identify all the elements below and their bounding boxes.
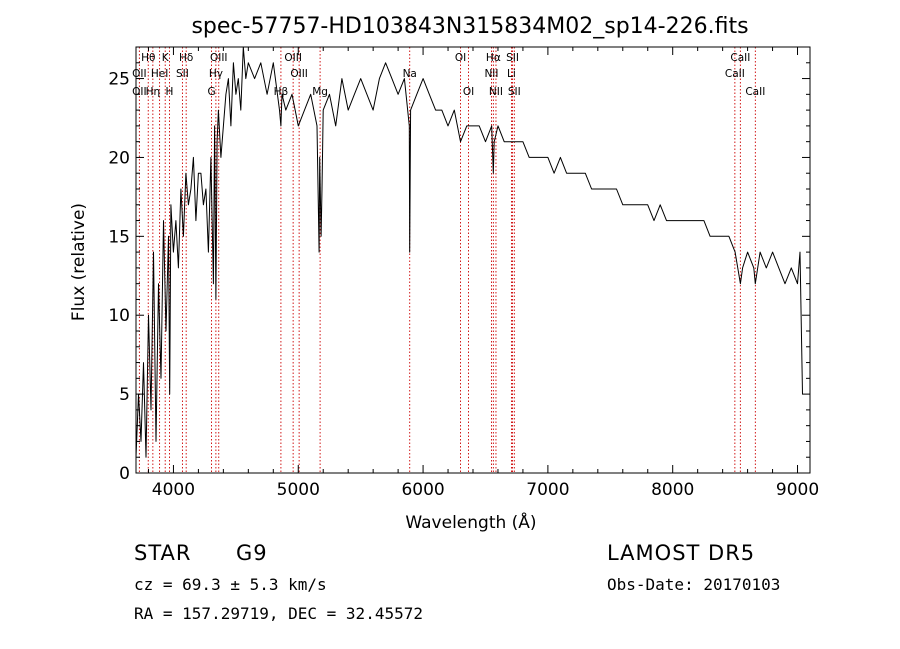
marker-label: Hδ	[179, 52, 193, 64]
marker-label: Li	[507, 68, 516, 80]
x-tick-label: 9000	[776, 480, 819, 500]
x-axis-label: Wavelength (Å)	[405, 511, 536, 533]
plot-frame	[135, 46, 811, 474]
marker-label: OII	[132, 86, 146, 98]
object-class: STAR	[134, 541, 192, 565]
marker-label: Hβ	[274, 86, 289, 98]
y-tick-label: 15	[108, 227, 130, 247]
observation-date: Obs-Date: 20170103	[607, 575, 781, 594]
x-axis: 4000 5000 6000 7000 8000 9000	[147, 47, 819, 500]
spectrum-line	[135, 46, 803, 458]
marker-label: CaII	[730, 52, 750, 64]
x-tick-label: 5000	[277, 480, 320, 500]
marker-label: SII	[508, 86, 521, 98]
marker-label: NII	[484, 68, 498, 80]
marker-label: K	[162, 52, 170, 64]
chart-title: spec-57757-HD103843N315834M02_sp14-226.f…	[191, 14, 748, 39]
marker-label: NII	[489, 86, 503, 98]
y-tick-label: 0	[119, 464, 130, 484]
marker-label: Na	[403, 68, 417, 80]
x-tick-label: 6000	[401, 480, 444, 500]
marker-label: CaII	[745, 86, 765, 98]
object-subclass: G9	[236, 541, 268, 565]
marker-label: Hθ	[141, 52, 155, 64]
marker-label: HeI	[151, 68, 168, 80]
marker-label: G	[207, 86, 215, 98]
marker-label: Hγ	[209, 68, 223, 80]
x-tick-label: 4000	[152, 480, 195, 500]
marker-label: OI	[463, 86, 474, 98]
marker-label: OI	[455, 52, 466, 64]
marker-lines	[138, 47, 756, 473]
marker-label: OIII	[210, 52, 228, 64]
y-tick-label: 10	[108, 306, 130, 326]
marker-label: SII	[176, 68, 189, 80]
x-tick-label: 7000	[526, 480, 569, 500]
marker-label: OIII	[290, 68, 308, 80]
y-axis-label: Flux (relative)	[69, 203, 89, 321]
survey-name: LAMOST DR5	[607, 541, 756, 565]
marker-labels: Hθ K Hδ OIII OIII OI Hα SII CaII OII HeI SII Hγ OIII N…	[132, 52, 765, 98]
spectrum-series	[135, 46, 803, 458]
marker-label: H	[165, 86, 173, 98]
redshift-value: cz = 69.3 ± 5.3 km/s	[134, 575, 327, 594]
y-tick-label: 25	[108, 70, 130, 90]
y-tick-label: 5	[119, 385, 130, 405]
y-axis: 0 5 10 15 20 25	[108, 62, 810, 484]
marker-label: Hα	[486, 52, 501, 64]
marker-label: Mg	[312, 86, 328, 98]
y-tick-label: 20	[108, 148, 130, 168]
x-tick-label: 8000	[651, 480, 694, 500]
marker-label: Hη	[146, 86, 161, 98]
marker-label: OIII	[284, 52, 302, 64]
marker-label: SII	[506, 52, 519, 64]
marker-label: CaII	[725, 68, 745, 80]
coordinates: RA = 157.29719, DEC = 32.45572	[134, 604, 423, 623]
